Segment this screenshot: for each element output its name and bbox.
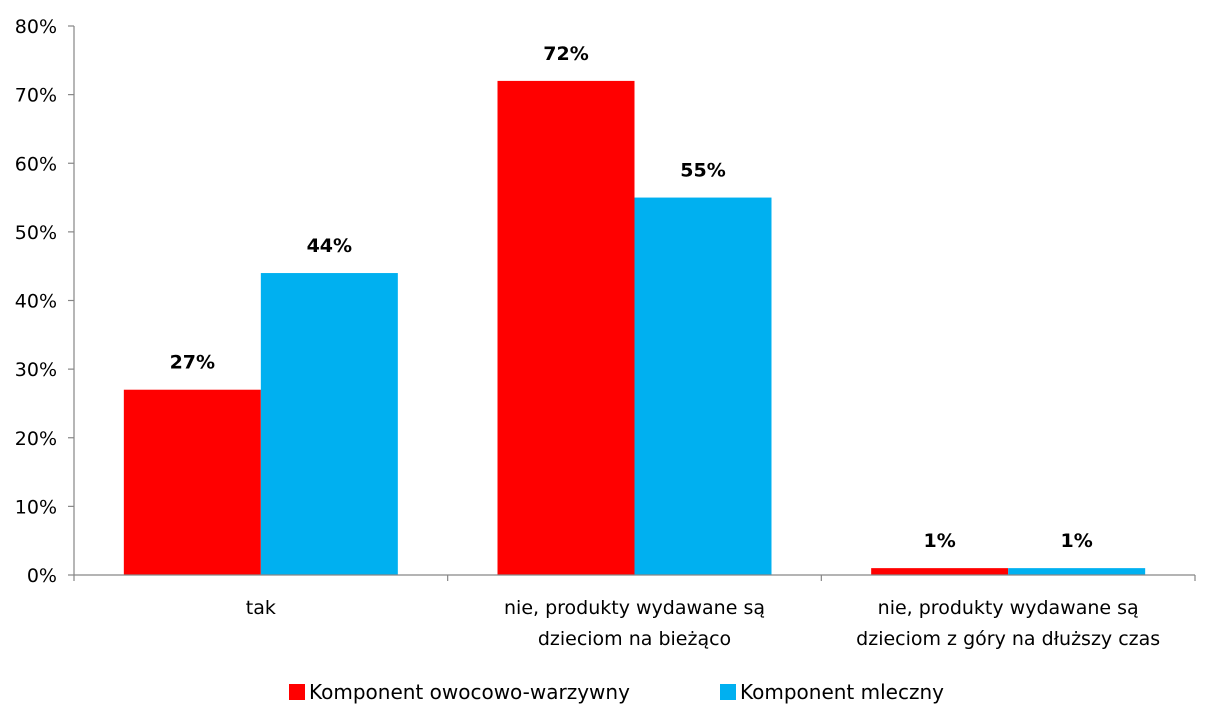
data-label: 27% (170, 352, 215, 374)
data-label: 1% (1061, 530, 1093, 552)
bar-mleczny (634, 197, 772, 575)
x-category-label: dzieciom z góry na dłuższy czas (856, 628, 1160, 650)
data-label: 72% (543, 43, 588, 65)
data-label: 55% (680, 160, 725, 182)
bar-mleczny (1008, 568, 1146, 575)
bar-owocowo-warzywny (123, 389, 261, 575)
x-category-label: tak (246, 597, 276, 619)
legend-label: Komponent owocowo-warzywny (309, 680, 630, 704)
bar-owocowo-warzywny (497, 80, 635, 576)
data-labels: 27% 44% 72% 55% 1% 1% (170, 43, 1093, 552)
bar-mleczny (260, 273, 398, 575)
y-tick-label: 30% (15, 359, 57, 381)
y-tick-label: 0% (27, 565, 57, 587)
x-category-label: dzieciom na bieżąco (538, 628, 731, 650)
y-tick-label: 80% (15, 16, 57, 38)
y-tick-label: 20% (15, 428, 57, 450)
legend-label: Komponent mleczny (740, 680, 944, 704)
data-label: 1% (924, 530, 956, 552)
bars (123, 80, 1146, 576)
y-tick-label: 40% (15, 291, 57, 313)
x-category-label: nie, produkty wydawane są (504, 597, 765, 619)
bar-owocowo-warzywny (871, 568, 1009, 575)
legend-swatch (720, 684, 736, 700)
y-axis: 0% 10% 20% 30% 40% 50% 60% 70% 80% (15, 16, 75, 587)
legend-swatch (289, 684, 305, 700)
x-axis: tak nie, produkty wydawane są dzieciom na … (73, 574, 1196, 650)
y-tick-label: 60% (15, 153, 57, 175)
y-tick-label: 70% (15, 85, 57, 107)
legend: Komponent owocowo-warzywny Komponent mlec… (289, 680, 944, 704)
x-category-label: nie, produkty wydawane są (878, 597, 1139, 619)
y-tick-label: 50% (15, 222, 57, 244)
data-label: 44% (307, 235, 352, 257)
y-tick-label: 10% (15, 496, 57, 518)
